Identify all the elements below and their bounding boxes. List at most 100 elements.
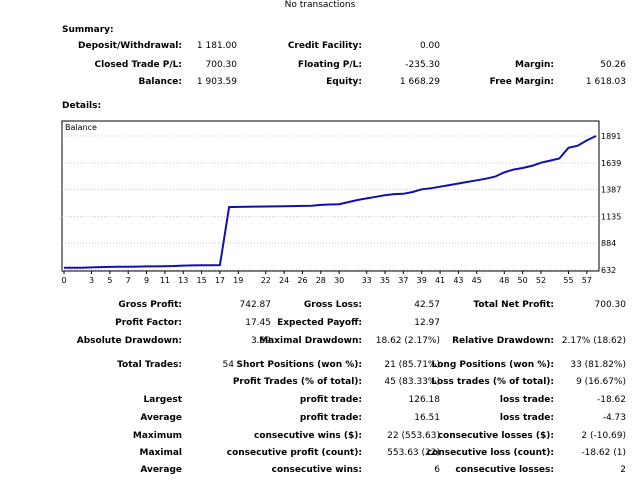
y-tick-label: 1387 bbox=[601, 186, 621, 195]
short-positions-label: Short Positions (won %): bbox=[236, 360, 362, 370]
details-heading: Details: bbox=[62, 101, 102, 111]
gross-loss-value: 42.57 bbox=[414, 300, 440, 310]
max-cons-wins-label: consecutive wins ($): bbox=[253, 431, 362, 441]
report-title: No transactions bbox=[284, 0, 356, 10]
x-tick-label: 37 bbox=[398, 276, 408, 285]
absolute-drawdown-value: 3.69 bbox=[250, 336, 271, 346]
average2-label: Average bbox=[140, 465, 182, 475]
closed-trade-label: Closed Trade P/L: bbox=[94, 60, 182, 70]
y-tick-label: 1135 bbox=[601, 212, 621, 221]
x-tick-label: 24 bbox=[279, 276, 289, 285]
profit-trades-value: 45 (83.33%) bbox=[384, 377, 440, 387]
maximal-drawdown-label: Maximal Drawdown: bbox=[259, 336, 362, 346]
loss-trades-value: 9 (16.67%) bbox=[576, 377, 626, 387]
x-tick-label: 48 bbox=[499, 276, 509, 285]
balance-line bbox=[64, 135, 597, 269]
largest-profit-label: profit trade: bbox=[299, 395, 362, 405]
x-tick-label: 22 bbox=[261, 276, 271, 285]
x-tick-label: 30 bbox=[334, 276, 344, 285]
expected-payoff-label: Expected Payoff: bbox=[277, 318, 362, 328]
x-tick-label: 19 bbox=[233, 276, 243, 285]
profit-factor-label: Profit Factor: bbox=[115, 318, 182, 328]
margin-value: 50.26 bbox=[600, 60, 626, 70]
total-trades-label: Total Trades: bbox=[117, 360, 182, 370]
total-net-profit-label: Total Net Profit: bbox=[473, 300, 554, 310]
floating-label: Floating P/L: bbox=[297, 60, 362, 70]
balance-value: 1 903.59 bbox=[196, 77, 237, 87]
avg-cons-losses-value: 2 bbox=[620, 465, 626, 475]
total-trades-value: 54 bbox=[222, 360, 234, 370]
x-tick-label: 57 bbox=[582, 276, 592, 285]
average-label: Average bbox=[140, 413, 182, 423]
relative-drawdown-value: 2.17% (18.62) bbox=[561, 336, 626, 346]
x-tick-label: 13 bbox=[178, 276, 188, 285]
equity-label: Equity: bbox=[326, 77, 362, 87]
x-tick-label: 33 bbox=[362, 276, 372, 285]
x-tick-label: 26 bbox=[297, 276, 307, 285]
avg-cons-wins-value: 6 bbox=[434, 465, 440, 475]
average-loss-label: loss trade: bbox=[499, 413, 554, 423]
maximal-cons-loss-label: consecutive loss (count): bbox=[426, 448, 554, 458]
largest-loss-value: -18.62 bbox=[596, 395, 626, 405]
equity-value: 1 668.29 bbox=[399, 77, 440, 87]
floating-value: -235.30 bbox=[405, 60, 440, 70]
x-tick-label: 3 bbox=[89, 276, 94, 285]
x-tick-label: 17 bbox=[215, 276, 225, 285]
maximal-cons-profit-value: 553.63 (22) bbox=[387, 448, 440, 458]
gross-profit-value: 742.87 bbox=[239, 300, 272, 310]
short-positions-value: 21 (85.71%) bbox=[384, 360, 440, 370]
x-tick-label: 50 bbox=[518, 276, 528, 285]
maximal-cons-profit-label: consecutive profit (count): bbox=[226, 448, 362, 458]
y-tick-label: 1891 bbox=[601, 132, 621, 141]
gross-loss-label: Gross Loss: bbox=[303, 300, 362, 310]
total-net-profit-value: 700.30 bbox=[594, 300, 627, 310]
free-margin-value: 1 618.03 bbox=[585, 77, 626, 87]
avg-cons-losses-label: consecutive losses: bbox=[455, 465, 554, 475]
y-tick-label: 632 bbox=[601, 266, 616, 275]
max-cons-losses-label: consecutive losses ($): bbox=[437, 431, 554, 441]
absolute-drawdown-label: Absolute Drawdown: bbox=[76, 336, 182, 346]
x-tick-label: 45 bbox=[472, 276, 482, 285]
credit-value: 0.00 bbox=[419, 41, 440, 51]
largest-label: Largest bbox=[143, 395, 182, 405]
x-tick-label: 28 bbox=[316, 276, 326, 285]
profit-factor-value: 17.45 bbox=[245, 318, 271, 328]
credit-label: Credit Facility: bbox=[287, 41, 362, 51]
x-tick-label: 11 bbox=[160, 276, 170, 285]
balance-label: Balance: bbox=[138, 77, 182, 87]
x-tick-label: 5 bbox=[107, 276, 112, 285]
free-margin-label: Free Margin: bbox=[489, 77, 554, 87]
x-tick-label: 15 bbox=[196, 276, 206, 285]
average-profit-value: 16.51 bbox=[414, 413, 440, 423]
loss-trades-label: Loss trades (% of total): bbox=[431, 377, 554, 387]
y-tick-label: 1639 bbox=[601, 159, 621, 168]
largest-loss-label: loss trade: bbox=[499, 395, 554, 405]
margin-label: Margin: bbox=[514, 60, 554, 70]
x-tick-label: 7 bbox=[126, 276, 131, 285]
max-cons-wins-value: 22 (553.63) bbox=[387, 431, 440, 441]
y-tick-label: 884 bbox=[601, 239, 616, 248]
profit-trades-label: Profit Trades (% of total): bbox=[232, 377, 362, 387]
maximal-cons-loss-value: -18.62 (1) bbox=[581, 448, 626, 458]
x-tick-label: 9 bbox=[144, 276, 149, 285]
deposit-label: Deposit/Withdrawal: bbox=[78, 41, 182, 51]
chart-title: Balance bbox=[65, 123, 97, 132]
x-tick-label: 52 bbox=[536, 276, 546, 285]
maximum-label: Maximum bbox=[132, 431, 182, 441]
maximal-drawdown-value: 18.62 (2.17%) bbox=[375, 336, 440, 346]
largest-profit-value: 126.18 bbox=[408, 395, 441, 405]
average-profit-label: profit trade: bbox=[299, 413, 362, 423]
deposit-value: 1 181.00 bbox=[196, 41, 237, 51]
expected-payoff-value: 12.97 bbox=[414, 318, 440, 328]
gross-profit-label: Gross Profit: bbox=[118, 300, 182, 310]
relative-drawdown-label: Relative Drawdown: bbox=[452, 336, 554, 346]
maximal-label: Maximal bbox=[139, 448, 182, 458]
chart-plot-area bbox=[61, 120, 600, 272]
long-positions-value: 33 (81.82%) bbox=[570, 360, 626, 370]
x-tick-label: 35 bbox=[380, 276, 390, 285]
summary-heading: Summary: bbox=[62, 25, 114, 35]
x-tick-label: 43 bbox=[453, 276, 463, 285]
x-tick-label: 41 bbox=[435, 276, 445, 285]
closed-trade-value: 700.30 bbox=[205, 60, 238, 70]
